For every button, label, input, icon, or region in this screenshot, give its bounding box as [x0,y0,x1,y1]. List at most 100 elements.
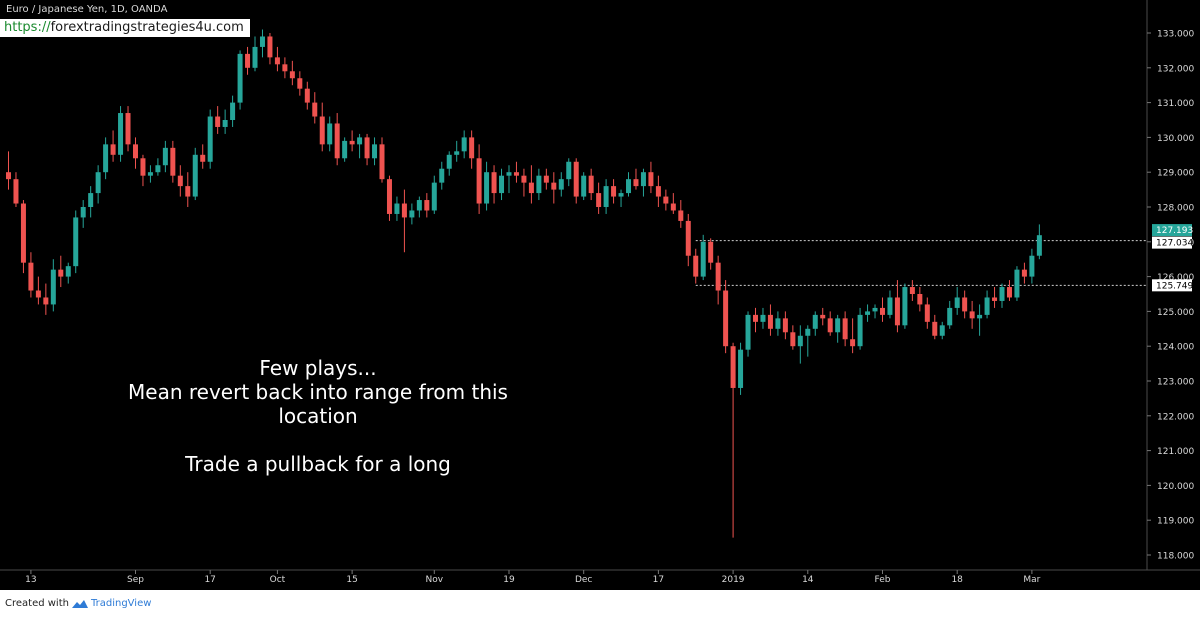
candle-body [924,304,930,322]
candle-body [484,172,490,204]
candle-body [118,113,124,155]
candle-body [506,172,512,176]
candle [581,172,587,201]
candle [962,290,968,319]
x-tick-label: Nov [426,575,444,585]
candle [902,283,908,329]
candle [969,300,975,329]
candle-body [962,297,968,312]
candle-body [349,140,355,145]
candle [125,106,131,152]
x-tick-label: Mar [1023,575,1040,585]
candle-body [842,318,848,340]
candle-body [140,158,146,176]
candle [147,165,153,183]
candle [58,255,64,288]
candle-body [954,297,960,308]
candle [297,71,303,96]
candle [939,321,945,340]
candle-body [678,210,684,221]
annotation-line [100,428,536,452]
level-price-tag [1152,236,1192,249]
candle [947,300,953,329]
candle [364,133,370,166]
candle [1021,262,1027,284]
chart-area: 118.000 119.000 120.000 121.000 122.000 123.0… [0,0,1200,590]
candle [558,172,564,197]
candle [177,165,183,197]
candle-body [738,349,744,388]
candle-body [147,172,153,176]
candle [506,165,512,194]
candle-body [491,172,497,194]
candle [850,318,856,354]
annotation-line: Few plays... [259,356,377,380]
candle [655,175,661,207]
candle [528,165,534,204]
candle-body [536,175,542,194]
candle [887,290,893,319]
candle [551,172,557,204]
x-tick-label: 18 [951,575,963,585]
candle [267,33,273,65]
candle [379,137,385,183]
candle [1006,280,1012,301]
candle-body [334,123,340,159]
price-axis[interactable]: 118.000 119.000 120.000 121.000 122.000 123.0… [1147,30,1194,562]
candle [259,29,265,58]
candle [499,168,505,201]
y-tick-label: 124.000 [1157,343,1194,353]
candle-body [230,102,236,120]
candle-body [170,147,176,176]
candle-body [947,307,953,326]
candle-body [648,172,654,187]
candle [424,193,430,218]
candle-body [723,290,729,347]
candle [282,57,288,79]
candle-body [700,241,706,277]
candle-body [521,175,527,183]
candle-body [872,307,878,312]
candle [685,213,691,267]
candle [222,109,228,134]
time-axis[interactable]: 13 Sep 17 Oct 15 Nov 19 Dec 17 2019 14 Feb 18 Mar [25,570,1041,585]
x-tick-label: 17 [204,575,215,585]
candle-body [50,269,56,305]
candle-body [20,203,26,263]
candle [797,325,803,364]
candle-body [902,287,908,326]
candle-body [43,297,49,305]
candle-body [319,116,325,145]
candle [693,248,699,284]
candle-body [558,179,564,190]
x-tick-label: 15 [346,575,357,585]
candle [536,168,542,201]
x-tick-label: Feb [875,575,891,585]
y-tick-label: 133.000 [1157,30,1194,40]
candle-body [640,172,646,187]
candle [663,189,669,211]
candle [446,151,452,176]
candle [745,311,751,357]
candle [372,137,378,166]
candle-body [917,294,923,305]
candle [775,311,781,336]
candle [439,161,445,190]
candle-body [35,290,41,298]
candle-body [708,241,714,263]
candle [88,186,94,218]
candle-body [932,321,938,336]
candle [170,140,176,183]
candle [132,137,138,169]
levels-layer [695,240,1147,286]
candle [865,304,871,322]
candle [805,325,811,357]
candle-body [551,182,557,190]
candle-body [566,161,572,180]
candle [767,304,773,336]
tradingview-link[interactable]: TradingView [90,598,152,609]
candle [670,193,676,214]
candlestick-chart[interactable]: 118.000 119.000 120.000 121.000 122.000 123.0… [0,0,1200,590]
candle-body [820,314,826,319]
candle [334,113,340,166]
